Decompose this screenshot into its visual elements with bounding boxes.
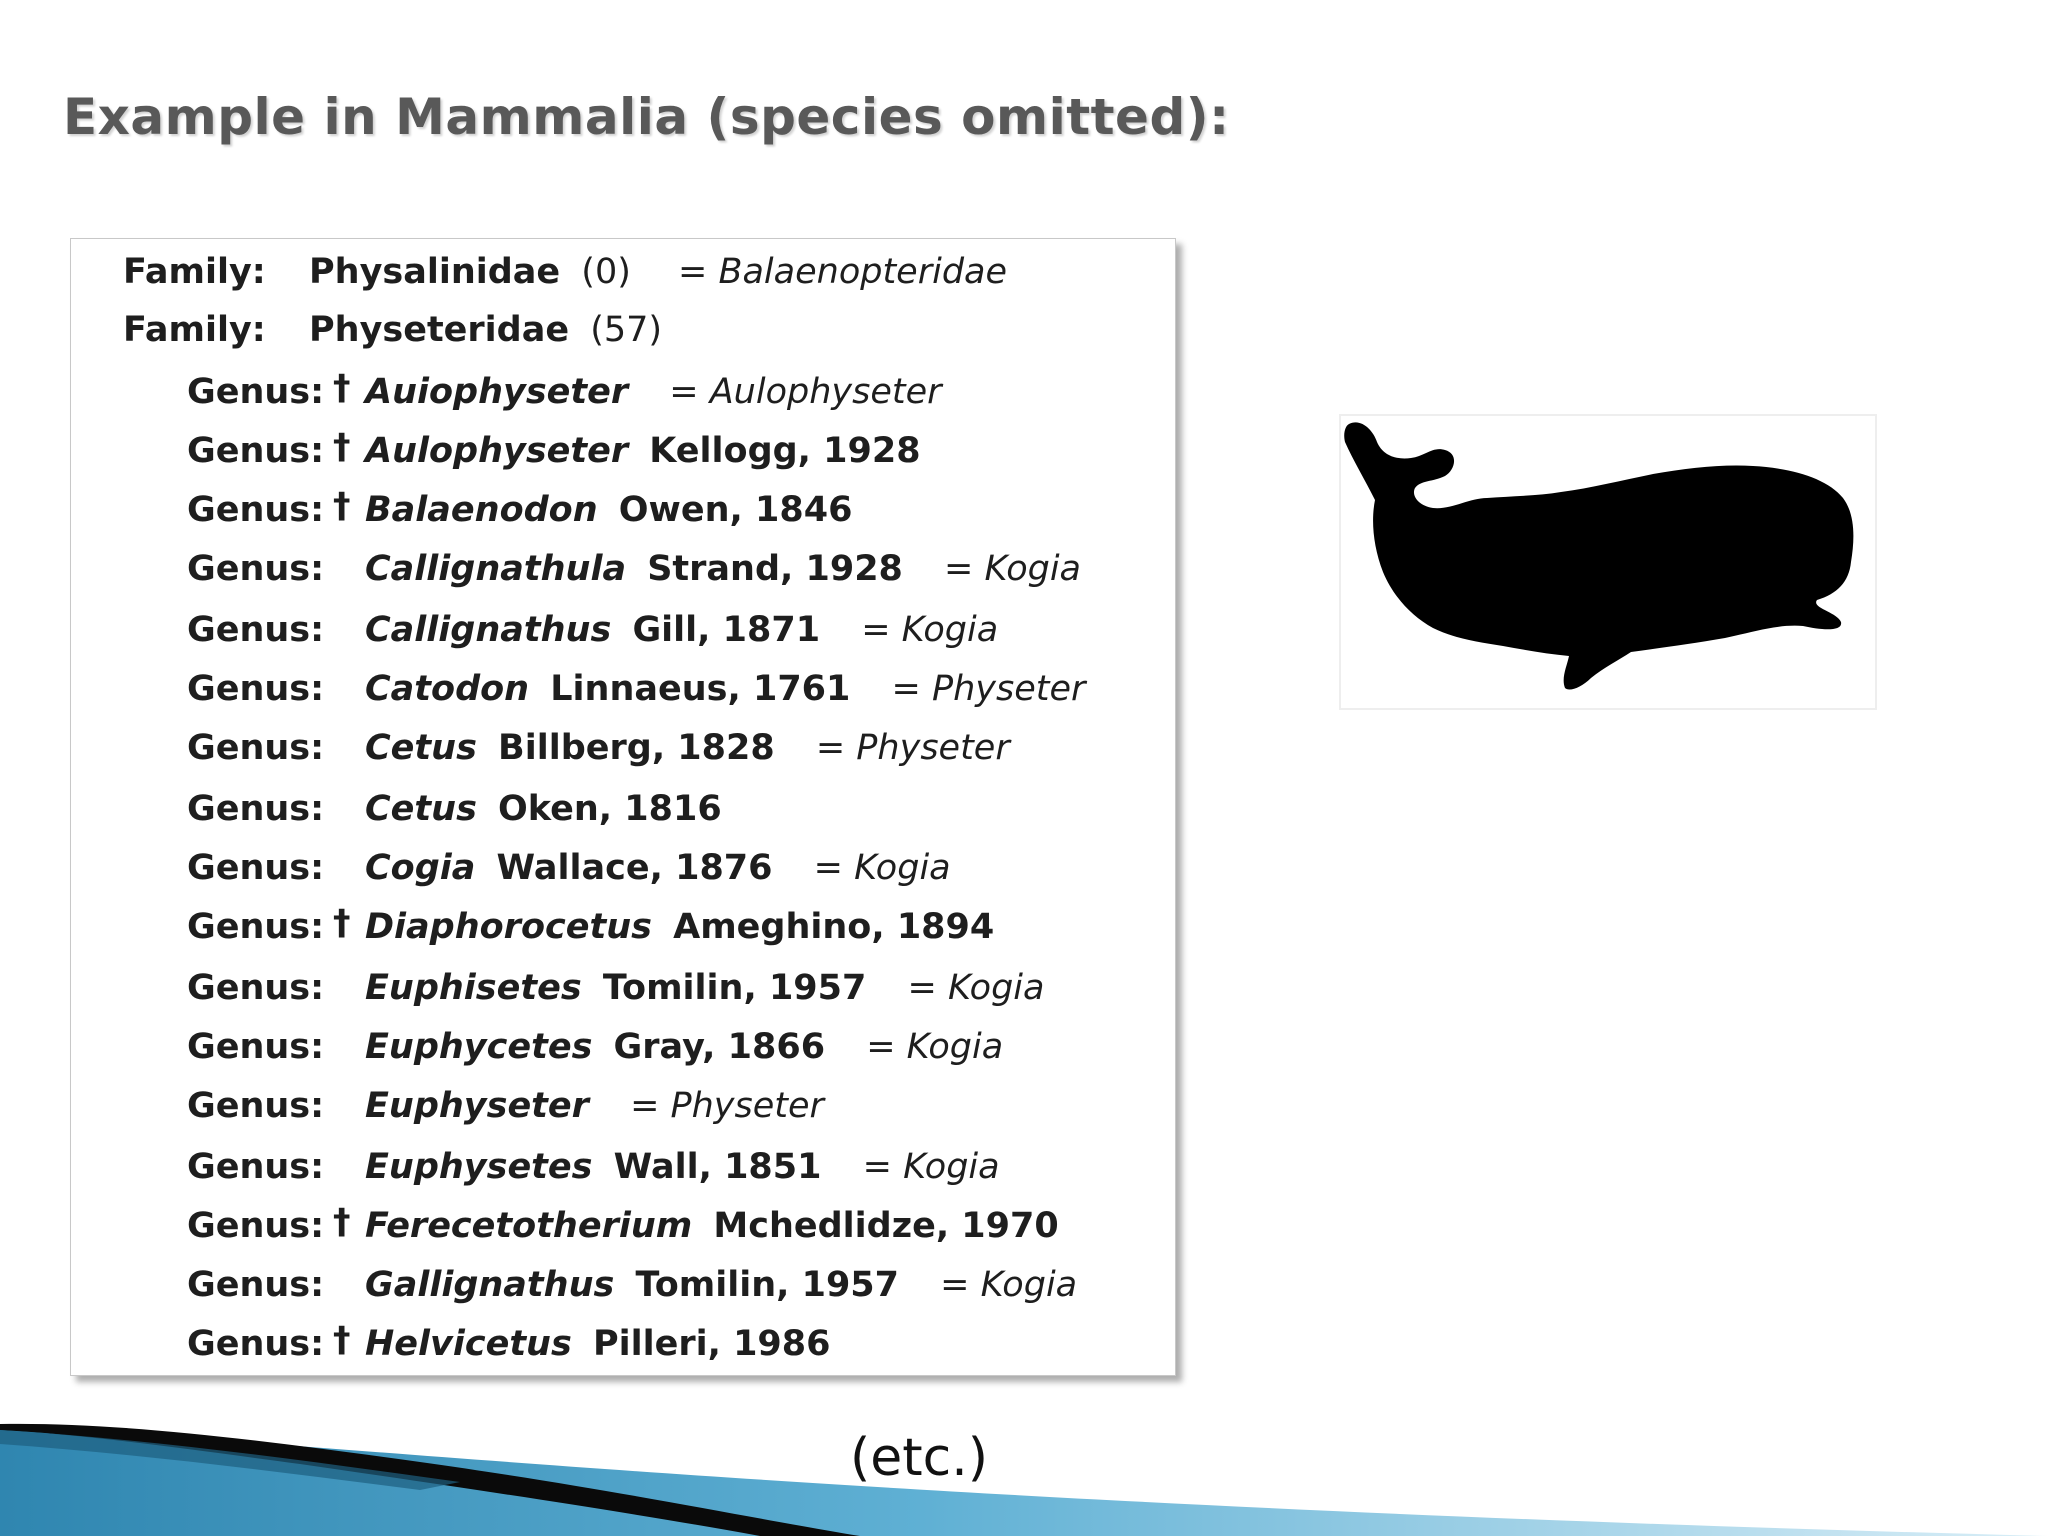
rank-label: Genus: [187,372,325,412]
taxon-entry: Euphycetes Gray, 1866 = Kogia [365,1022,1003,1072]
synonym: = Kogia [907,968,1045,1008]
rank-label: Genus: [187,728,325,768]
rank-label: Genus: [187,848,325,888]
taxon-name: Physeteridae [309,310,570,350]
taxon-name: Cetus [365,728,477,768]
etc-caption: (etc.) [850,1428,989,1488]
rank-label: Genus: [187,789,325,829]
taxon-name: Ferecetotherium [365,1206,693,1246]
taxon-name: Diaphorocetus [365,907,652,947]
taxon-author: Tomilin, 1957 [635,1265,900,1305]
synonym: = Balaenopteridae [678,252,1008,292]
rank-label: Genus: [187,549,325,589]
rank-label: Genus: [187,1086,325,1126]
taxon-name: Callignathus [365,610,612,650]
taxon-name: Catodon [365,669,530,709]
synonym: = Kogia [940,1265,1078,1305]
taxon-entry: Aulophyseter Kellogg, 1928 [365,426,921,476]
taxon-entry: Diaphorocetus Ameghino, 1894 [365,902,994,952]
whale-image-frame [1339,414,1877,710]
taxon-author: Tomilin, 1957 [602,968,867,1008]
taxon-author: Wallace, 1876 [496,848,773,888]
taxon-entry: Euphyseter = Physeter [365,1081,824,1131]
taxon-entry: Euphisetes Tomilin, 1957 = Kogia [365,963,1044,1013]
taxon-entry: Cogia Wallace, 1876 = Kogia [365,843,951,893]
taxon-name: Euphisetes [365,968,582,1008]
taxon-name: Cetus [365,789,477,829]
synonym: = Physeter [815,728,1010,768]
taxon-name: Euphycetes [365,1027,593,1067]
rank-label: Genus: [187,1265,325,1305]
extinct-dagger-icon: † [333,903,351,943]
taxon-author: Gray, 1866 [613,1027,826,1067]
taxon-name: Euphyseter [365,1086,589,1126]
synonym: = Kogia [813,848,951,888]
taxon-entry: Physeteridae (57) [309,305,662,355]
rank-label: Genus: [187,1027,325,1067]
rank-label: Genus: [187,1206,325,1246]
taxon-author: Ameghino, 1894 [673,907,995,947]
extinct-dagger-icon: † [333,427,351,467]
extinct-dagger-icon: † [333,1320,351,1360]
taxon-entry: Callignathus Gill, 1871 = Kogia [365,605,998,655]
taxon-author: Owen, 1846 [618,490,853,530]
taxon-author: Strand, 1928 [647,549,903,589]
rank-label: Genus: [187,907,325,947]
synonym: = Kogia [862,1147,1000,1187]
taxon-entry: Euphysetes Wall, 1851 = Kogia [365,1142,1000,1192]
synonym: = Physeter [891,669,1086,709]
rank-label: Family: [123,252,266,292]
taxon-name: Balaenodon [365,490,598,530]
taxon-entry: Physalinidae (0) = Balaenopteridae [309,247,1007,297]
taxon-entry: Auiophyseter = Aulophyseter [365,367,942,417]
taxon-author: Wall, 1851 [613,1147,822,1187]
taxonomy-panel: Family: Physalinidae (0) = Balaenopterid… [70,238,1176,1376]
taxon-entry: Balaenodon Owen, 1846 [365,485,852,535]
rank-label: Family: [123,310,266,350]
rank-label: Genus: [187,669,325,709]
taxon-entry: Ferecetotherium Mchedlidze, 1970 [365,1201,1059,1251]
sperm-whale-silhouette-icon [1344,422,1854,690]
taxon-name: Aulophyseter [365,431,629,471]
taxon-entry: Cetus Oken, 1816 [365,784,722,834]
synonym: = Physeter [630,1086,824,1126]
taxon-author: Oken, 1816 [498,789,722,829]
taxon-author: Kellogg, 1928 [649,431,921,471]
taxon-name: Callignathula [365,549,627,589]
taxon-name: Helvicetus [365,1324,572,1364]
synonym: = Kogia [866,1027,1004,1067]
taxon-entry: Callignathula Strand, 1928 = Kogia [365,544,1081,594]
decorative-swoosh [0,1423,2048,1536]
taxon-name: Auiophyseter [365,372,629,412]
slide-title: Example in Mammalia (species omitted): [63,88,1230,146]
taxon-name: Cogia [365,848,476,888]
taxon-author: Billberg, 1828 [498,728,775,768]
taxon-author: Linnaeus, 1761 [550,669,851,709]
taxon-name: Physalinidae [309,252,561,292]
taxon-entry: Catodon Linnaeus, 1761 = Physeter [365,664,1085,714]
taxon-author: Pilleri, 1986 [592,1324,831,1364]
rank-label: Genus: [187,1147,325,1187]
extinct-dagger-icon: † [333,368,351,408]
extinct-dagger-icon: † [333,1202,351,1242]
rank-label: Genus: [187,431,325,471]
synonym: = Kogia [861,610,999,650]
extinct-dagger-icon: † [333,486,351,526]
rank-label: Genus: [187,490,325,530]
synonym: = Kogia [944,549,1082,589]
taxon-author: Gill, 1871 [632,610,821,650]
species-count: (0) [581,252,631,292]
taxon-author: Mchedlidze, 1970 [713,1206,1059,1246]
taxon-entry: Helvicetus Pilleri, 1986 [365,1319,831,1369]
taxon-entry: Gallignathus Tomilin, 1957 = Kogia [365,1260,1077,1310]
taxon-name: Euphysetes [365,1147,593,1187]
rank-label: Genus: [187,1324,325,1364]
species-count: (57) [590,310,663,350]
rank-label: Genus: [187,968,325,1008]
rank-label: Genus: [187,610,325,650]
taxon-entry: Cetus Billberg, 1828 = Physeter [365,723,1010,773]
taxon-name: Gallignathus [365,1265,615,1305]
synonym: = Aulophyseter [669,372,942,412]
